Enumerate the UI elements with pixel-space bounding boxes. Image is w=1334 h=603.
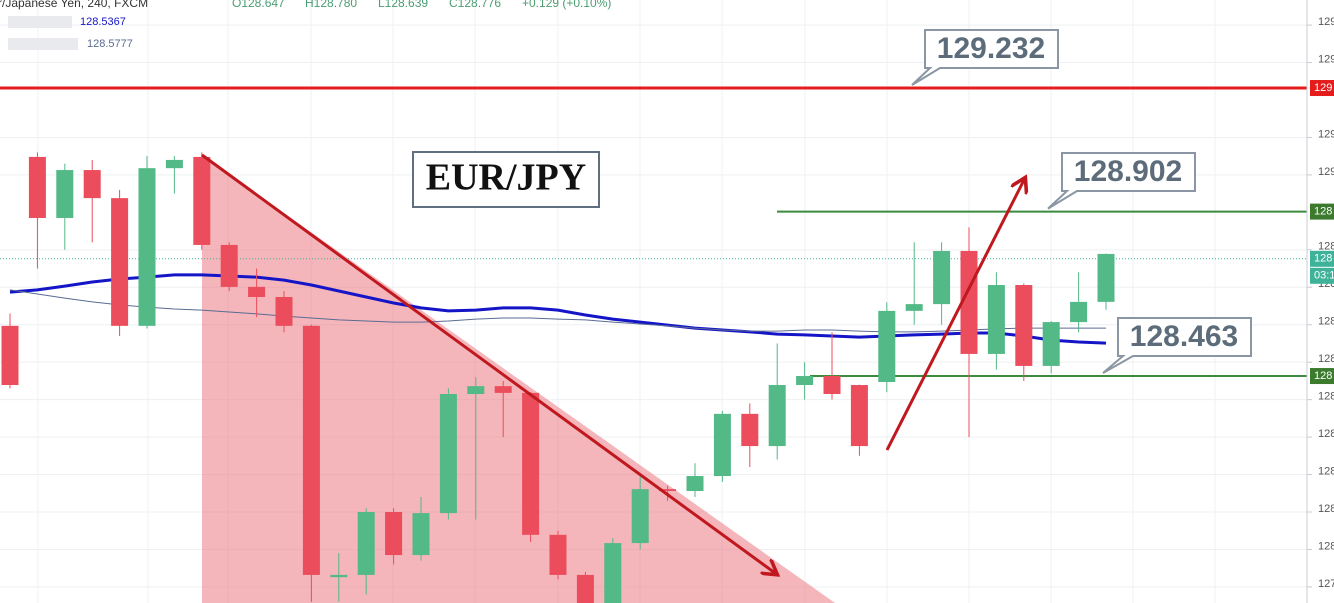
candle-body [111,198,129,326]
title-box [412,151,600,208]
candle-body [467,386,485,395]
candle-body [987,285,1005,354]
price-tag [1310,80,1334,97]
countdown-tag [1310,267,1334,284]
candle-body [138,168,156,326]
candle-body [193,156,211,245]
down-arrow [201,153,775,573]
candle-body [330,574,348,578]
indicator-icons[interactable] [8,16,72,28]
y-tick-label: 128 [1318,465,1334,477]
candle-body [357,511,375,575]
instrument: r/Japanese Yen, 240, FXCM [0,0,148,10]
candle-body [741,413,759,447]
y-tick-label: 128 [1318,540,1334,552]
shaded-triangle [202,155,835,603]
candle-body [302,325,320,575]
candle-body [905,304,923,311]
y-tick-label: 129 [1318,53,1334,65]
candle-body [823,376,841,395]
candle-body [439,394,457,514]
candle-body [960,250,978,354]
candle-body [220,244,238,287]
candle-body [1,325,19,386]
candle-body [494,386,512,393]
candle-body [1042,322,1060,366]
candle-body [549,534,567,575]
candle-body [1015,285,1033,366]
candle-body [385,511,403,556]
countdown: 03:1 [1314,270,1334,282]
y-tick-label: 127 [1318,578,1334,590]
level-label: 128.463 [1130,320,1238,353]
y-tick-label: 129 [1318,166,1334,178]
y-tick-label: 129 [1318,16,1334,28]
ohlc-high: H128.780 [305,0,357,10]
callout-box [1102,317,1252,374]
candle-body [796,376,814,386]
candle-body [659,489,677,492]
candle-body [275,297,293,326]
price-tag-label: 129 [1314,82,1332,94]
indicator-value: 128.5777 [87,38,133,50]
callout-box [1047,152,1196,210]
level-label: 129.232 [937,32,1045,65]
price-tag-label: 128 [1314,253,1332,265]
price-tag-label: 128 [1314,206,1332,218]
candle-body [412,513,430,556]
candle-body [522,392,540,535]
candle-body [768,385,786,447]
moving-average [9,289,1106,333]
candle-body [686,476,704,492]
candle-body [604,543,622,603]
price-tag [1310,368,1334,385]
indicator-icons[interactable] [8,38,78,50]
candle-body [850,385,868,447]
candle-body [1097,253,1115,302]
change: +0.129 (+0.10%) [522,0,611,10]
up-arrow [885,180,1024,451]
candle-body [631,489,649,544]
chart-title: EUR/JPY [426,157,586,199]
candle-body [576,574,594,603]
candle-body [165,159,183,169]
level-label: 128.902 [1074,155,1182,188]
candle-body [83,170,101,199]
candle-body [713,413,731,477]
candle-body [878,310,896,383]
ohlc-open: O128.647 [232,0,285,10]
price-tag [1310,203,1334,220]
candle-body [1070,301,1088,323]
candle-body [28,156,46,218]
y-tick-label: 128 [1318,428,1334,440]
price-tag-label: 128 [1314,370,1332,382]
y-tick-label: 129 [1318,128,1334,140]
candle-body [933,250,951,305]
price-tag [1310,250,1334,267]
y-tick-label: 128 [1318,241,1334,253]
candle-body [56,170,74,218]
moving-average [9,273,1107,345]
ohlc-low: L128.639 [378,0,428,10]
candle-body [248,286,266,298]
y-tick-label: 128 [1318,353,1334,365]
y-tick-label: 128 [1318,391,1334,403]
y-tick-label: 128 [1318,316,1334,328]
callout-box [911,29,1059,86]
y-tick-label: 128 [1318,503,1334,515]
indicator-value: 128.5367 [80,16,126,28]
ohlc-close: C128.776 [449,0,501,10]
